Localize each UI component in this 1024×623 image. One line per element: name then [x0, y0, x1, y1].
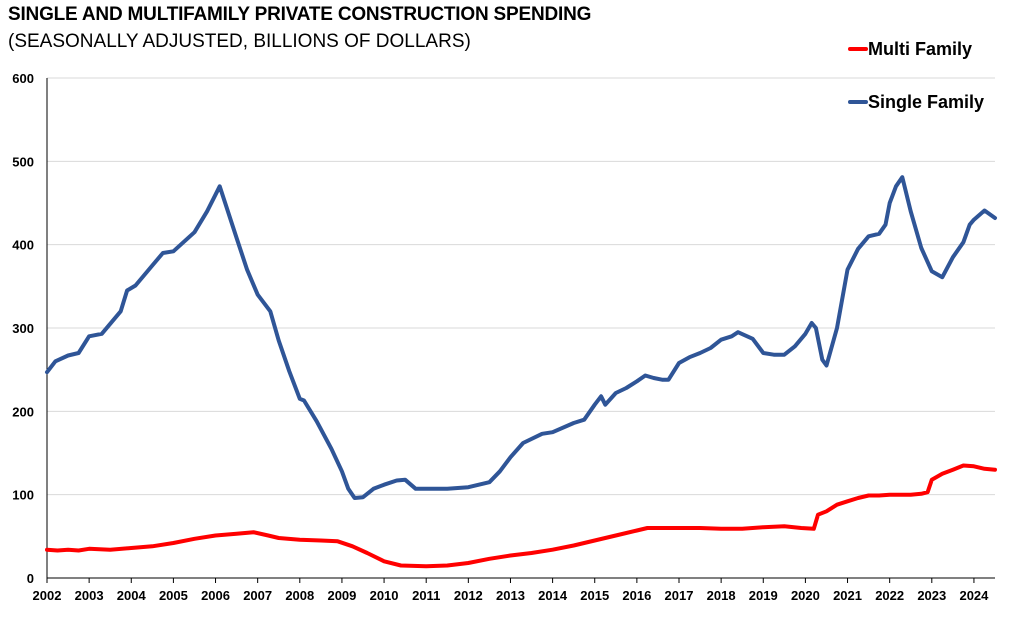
legend-label-single-family: Single Family	[868, 92, 984, 112]
x-tick-label-2005: 2005	[159, 588, 188, 603]
x-tick-label-2009: 2009	[327, 588, 356, 603]
chart-title: SINGLE AND MULTIFAMILY PRIVATE CONSTRUCT…	[8, 4, 592, 25]
x-tick-label-2007: 2007	[243, 588, 272, 603]
x-axis: 2002 2003 2004 2005 2006 2007 2008 2009 2010 2011…	[33, 577, 995, 603]
y-tick-label-0: 0	[27, 571, 34, 586]
x-tick-label-2015: 2015	[580, 588, 609, 603]
x-tick-label-2012: 2012	[454, 588, 483, 603]
x-tick-label-2019: 2019	[749, 588, 778, 603]
chart-subtitle: (SEASONALLY ADJUSTED, BILLIONS OF DOLLAR…	[8, 31, 471, 52]
x-tick-label-2011: 2011	[412, 588, 440, 603]
y-tick-label-200: 200	[12, 404, 34, 419]
x-tick-label-2016: 2016	[622, 588, 651, 603]
x-tick-label-2018: 2018	[707, 588, 736, 603]
y-axis: 0 100 200 300 400 500 600	[12, 71, 48, 586]
y-tick-label-400: 400	[12, 238, 34, 253]
x-tick-label-2022: 2022	[875, 588, 904, 603]
x-tick-label-2014: 2014	[538, 588, 568, 603]
legend: Multi Family Single Family	[848, 39, 984, 112]
y-tick-label-600: 600	[12, 71, 34, 86]
x-tick-label-2017: 2017	[665, 588, 694, 603]
x-tick-label-2023: 2023	[917, 588, 946, 603]
y-tick-label-300: 300	[12, 321, 34, 336]
x-tick-label-2020: 2020	[791, 588, 820, 603]
x-tick-label-2013: 2013	[496, 588, 525, 603]
x-tick-label-2003: 2003	[75, 588, 104, 603]
x-tick-label-2021: 2021	[833, 588, 862, 603]
series-line-single-family	[45, 175, 997, 500]
series-lines	[45, 175, 997, 569]
x-tick-label-2006: 2006	[201, 588, 230, 603]
x-tick-label-2004: 2004	[117, 588, 147, 603]
y-tick-label-100: 100	[12, 488, 34, 503]
grid-lines	[47, 77, 995, 496]
series-line-multi-family	[45, 463, 997, 569]
legend-label-multi-family: Multi Family	[868, 39, 972, 59]
x-tick-label-2008: 2008	[285, 588, 314, 603]
x-tick-label-2010: 2010	[370, 588, 399, 603]
y-tick-label-500: 500	[12, 154, 34, 169]
x-tick-label-2002: 2002	[33, 588, 62, 603]
x-tick-label-2024: 2024	[959, 588, 989, 603]
